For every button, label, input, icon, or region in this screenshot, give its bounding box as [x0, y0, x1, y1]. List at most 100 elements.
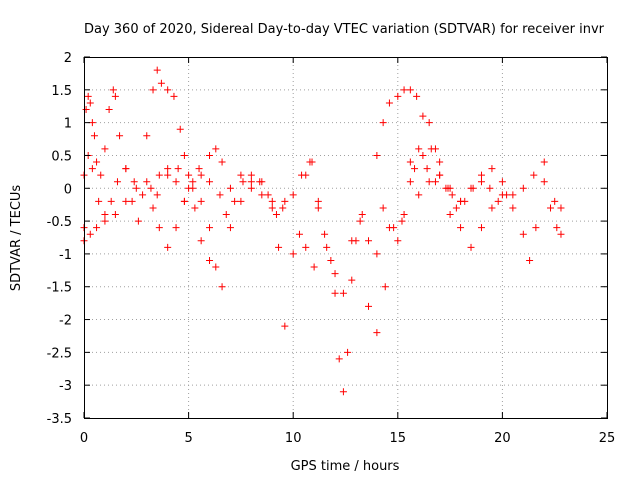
data-point [130, 178, 138, 186]
data-point [164, 243, 172, 251]
data-point [247, 171, 255, 179]
y-tick-label: -2 [59, 314, 72, 329]
data-point [446, 211, 454, 219]
data-point [170, 92, 178, 100]
data-point [540, 178, 548, 186]
data-point [191, 204, 199, 212]
data-point [95, 197, 103, 205]
data-point [436, 171, 444, 179]
data-point [469, 184, 477, 192]
data-point [540, 158, 548, 166]
data-point [268, 197, 276, 205]
plot-frame [84, 57, 608, 419]
data-point [264, 191, 272, 199]
data-point [406, 86, 414, 94]
data-point [425, 119, 433, 127]
data-point [147, 184, 155, 192]
data-point [172, 224, 180, 232]
data-point [226, 224, 234, 232]
data-point [411, 165, 419, 173]
data-point [461, 197, 469, 205]
data-point [494, 197, 502, 205]
data-point [365, 302, 373, 310]
series-sat-1 [80, 151, 287, 219]
data-point [180, 197, 188, 205]
data-point [197, 171, 205, 179]
data-point [101, 211, 109, 219]
data-point [477, 171, 485, 179]
data-point [419, 112, 427, 120]
data-point [180, 151, 188, 159]
data-point [436, 158, 444, 166]
data-point [381, 283, 389, 291]
data-point [526, 256, 534, 264]
y-axis-label: SDTVAR / TECUs [9, 185, 24, 292]
data-point [379, 204, 387, 212]
data-points [80, 66, 565, 396]
grid [84, 57, 607, 418]
series-sat-2 [80, 66, 214, 264]
data-point [164, 86, 172, 94]
y-tick-label: 1 [64, 117, 72, 132]
data-point [164, 165, 172, 173]
data-point [216, 191, 224, 199]
data-point [406, 158, 414, 166]
data-point [477, 224, 485, 232]
data-point [373, 151, 381, 159]
y-tick-label: 1.5 [51, 84, 72, 99]
data-point [400, 86, 408, 94]
data-point [448, 191, 456, 199]
data-point [155, 224, 163, 232]
data-point [348, 276, 356, 284]
x-tick-label: 25 [599, 431, 616, 446]
data-point [314, 197, 322, 205]
data-point [275, 243, 283, 251]
data-point [427, 145, 435, 153]
data-point [247, 178, 255, 186]
chart-title: Day 360 of 2020, Sidereal Day-to-day VTE… [84, 22, 605, 37]
data-point [385, 224, 393, 232]
data-point [185, 184, 193, 192]
y-tick-label: -0.5 [47, 215, 72, 230]
data-point [467, 243, 475, 251]
data-point [86, 230, 94, 238]
data-point [206, 256, 214, 264]
data-point [295, 230, 303, 238]
data-point [431, 178, 439, 186]
data-point [308, 158, 316, 166]
x-tick-label: 5 [184, 431, 192, 446]
data-point [551, 197, 559, 205]
data-point [111, 211, 119, 219]
data-point [256, 178, 264, 186]
data-point [314, 204, 322, 212]
data-point [107, 197, 115, 205]
data-point [132, 184, 140, 192]
data-point [90, 132, 98, 140]
data-point [172, 178, 180, 186]
series-sat-6 [302, 158, 414, 396]
data-point [335, 355, 343, 363]
data-point [339, 388, 347, 396]
data-point [547, 204, 555, 212]
data-point [189, 178, 197, 186]
series-sat-9 [446, 158, 565, 264]
data-point [153, 66, 161, 74]
data-point [258, 191, 266, 199]
data-point [373, 250, 381, 258]
data-point [88, 165, 96, 173]
x-tick-label: 15 [390, 431, 407, 446]
data-point [174, 165, 182, 173]
data-point [415, 191, 423, 199]
data-point [222, 211, 230, 219]
data-point [97, 171, 105, 179]
y-tick-label: 2 [64, 51, 72, 66]
data-point [289, 191, 297, 199]
data-point [331, 270, 339, 278]
data-point [206, 151, 214, 159]
data-point [509, 191, 517, 199]
data-point [143, 178, 151, 186]
data-point [109, 86, 117, 94]
data-point [352, 237, 360, 245]
data-point [394, 237, 402, 245]
